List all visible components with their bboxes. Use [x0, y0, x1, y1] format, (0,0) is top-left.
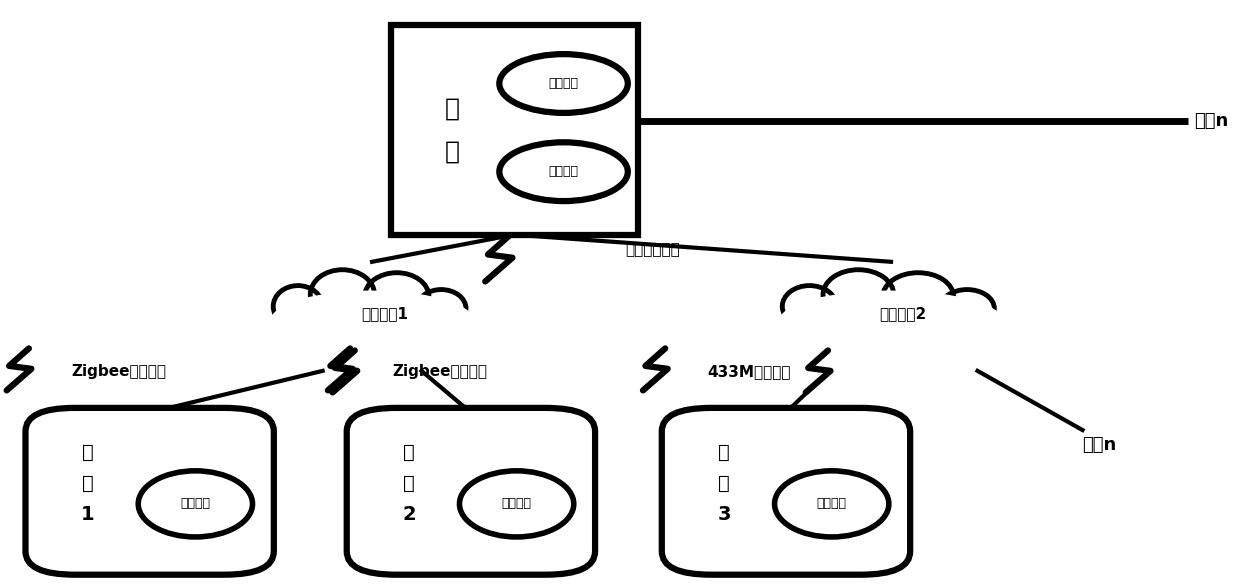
- Text: 节
点
3: 节 点 3: [717, 443, 731, 524]
- Ellipse shape: [271, 291, 473, 350]
- Ellipse shape: [779, 291, 1002, 350]
- Ellipse shape: [300, 309, 369, 339]
- Ellipse shape: [342, 305, 426, 338]
- Text: 433M无线传输: 433M无线传输: [707, 364, 790, 379]
- Ellipse shape: [813, 309, 888, 339]
- Text: 无线模块: 无线模块: [549, 165, 579, 178]
- Ellipse shape: [918, 308, 984, 335]
- Text: 主
机: 主 机: [445, 96, 460, 163]
- Ellipse shape: [499, 142, 628, 201]
- Ellipse shape: [460, 471, 574, 537]
- Text: 无线中继1: 无线中继1: [361, 306, 408, 321]
- Ellipse shape: [823, 270, 893, 319]
- Ellipse shape: [883, 272, 954, 321]
- Ellipse shape: [274, 285, 322, 327]
- Text: 节点n: 节点n: [1083, 435, 1116, 454]
- Text: 无线中继2: 无线中继2: [880, 306, 927, 321]
- Ellipse shape: [396, 308, 456, 335]
- Ellipse shape: [940, 289, 995, 327]
- Ellipse shape: [782, 285, 836, 327]
- Ellipse shape: [310, 270, 374, 319]
- FancyBboxPatch shape: [347, 408, 595, 575]
- Text: 无线模块: 无线模块: [181, 498, 211, 510]
- FancyBboxPatch shape: [662, 408, 911, 575]
- FancyBboxPatch shape: [390, 25, 638, 234]
- Text: 无线模块: 无线模块: [502, 498, 532, 510]
- Text: 节
点
2: 节 点 2: [403, 443, 416, 524]
- Ellipse shape: [139, 471, 253, 537]
- Text: 无线模块: 无线模块: [549, 77, 579, 90]
- Text: 无线模块: 无线模块: [817, 498, 846, 510]
- Text: 无线传输通信: 无线传输通信: [626, 242, 680, 257]
- Text: Zigbee无线传输: Zigbee无线传输: [392, 364, 487, 379]
- Text: Zigbee无线传输: Zigbee无线传输: [71, 364, 166, 379]
- Ellipse shape: [499, 54, 628, 113]
- FancyBboxPatch shape: [26, 408, 274, 575]
- Text: 节
点
1: 节 点 1: [81, 443, 94, 524]
- Ellipse shape: [774, 471, 888, 537]
- Text: 节点n: 节点n: [1193, 112, 1228, 130]
- Ellipse shape: [416, 289, 466, 327]
- Ellipse shape: [859, 305, 950, 338]
- Ellipse shape: [364, 272, 429, 321]
